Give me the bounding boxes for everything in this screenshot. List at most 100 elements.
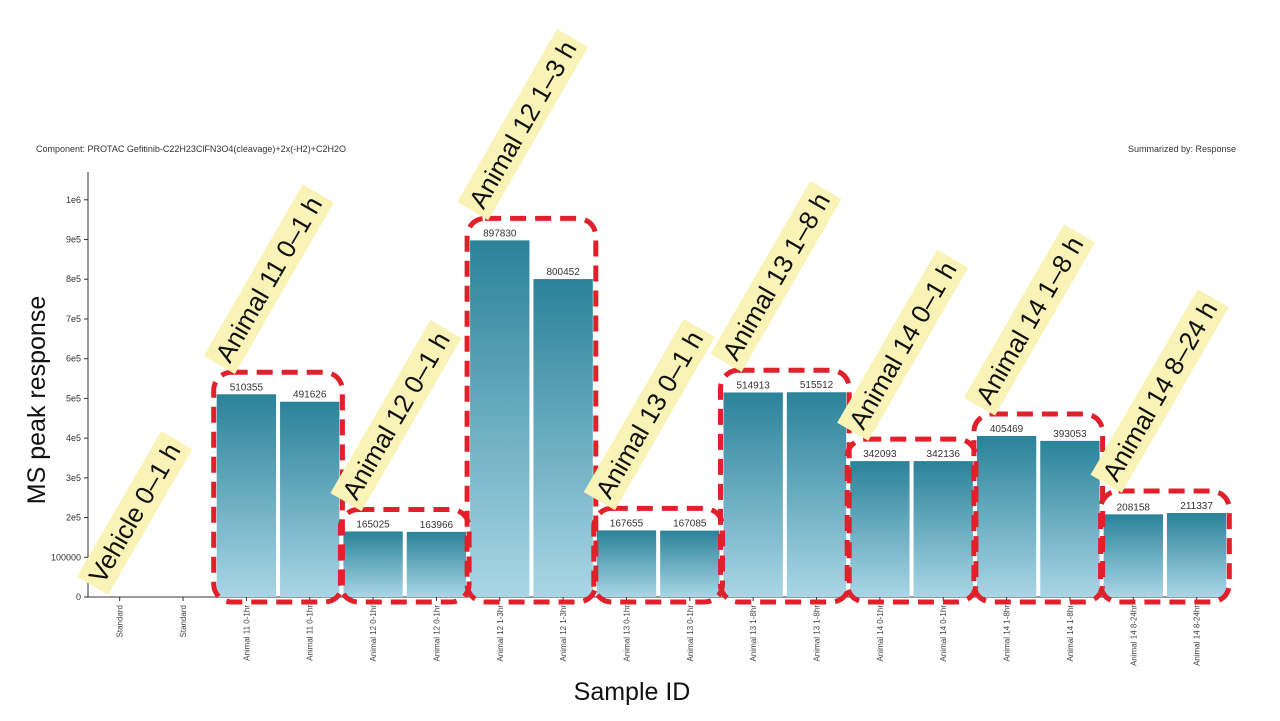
bar-value-label: 167085 (673, 519, 707, 530)
callout-label: Animal 11 0–1 h (209, 191, 328, 367)
bar-value-label: 800452 (546, 267, 580, 278)
x-tick-label: Animal 13 1-8hr (813, 605, 822, 662)
x-tick-label: Animal 14 1-8hr (1066, 605, 1075, 662)
summarized-by-header: Summarized by: Response (1128, 144, 1236, 154)
bar-value-label: 208158 (1117, 502, 1151, 513)
bar[interactable] (850, 461, 910, 597)
bar[interactable] (786, 392, 847, 597)
x-tick-label: Animal 14 1-8hr (1003, 605, 1012, 662)
callout-background (203, 184, 334, 374)
x-tick-label: Animal 14 0-1hr (939, 605, 948, 662)
bar[interactable] (343, 531, 403, 597)
callout-label: Animal 14 1–8 h (969, 231, 1089, 409)
callout-label: Animal 12 0–1 h (336, 327, 456, 505)
x-tick-label: Animal 12 0-1hr (369, 605, 378, 662)
bar-value-label: 393053 (1053, 429, 1087, 440)
bar[interactable] (470, 240, 530, 597)
y-tick-label: 6e5 (66, 354, 81, 364)
bar-value-label: 515512 (800, 380, 834, 391)
y-tick-label: 100000 (51, 552, 81, 562)
callout-background (457, 28, 589, 221)
bar[interactable] (216, 394, 277, 597)
x-tick-label: Animal 13 0-1hr (686, 605, 695, 662)
group-callout: Animal 11 0–1 h (203, 184, 334, 374)
component-header: Component: PROTAC Gefitinib-C22H23ClFN3O… (36, 144, 346, 154)
callout-background (1090, 289, 1229, 493)
callout-background (710, 180, 842, 372)
bar[interactable] (976, 435, 1037, 597)
x-tick-label: Animal 11 0-1hr (306, 605, 315, 661)
x-tick-label: Standard (179, 605, 188, 637)
callout-background (963, 224, 1095, 416)
x-tick-label: Animal 13 0-1hr (622, 605, 631, 662)
callout-background (76, 431, 193, 595)
x-tick-label: Animal 14 8-24hr (1129, 605, 1138, 666)
x-tick-label: Animal 12 0-1hr (432, 605, 441, 662)
x-tick-label: Animal 14 8-24hr (1193, 605, 1202, 666)
x-tick-label: Animal 13 1-8hr (749, 605, 758, 662)
group-callout: Animal 13 0–1 h (583, 318, 715, 511)
bar[interactable] (533, 279, 593, 597)
callout-label: Animal 14 8–24 h (1096, 296, 1223, 486)
y-tick-label: 3e5 (66, 473, 81, 483)
y-axis-title: MS peak response (23, 296, 51, 504)
callout-label: Animal 13 0–1 h (589, 326, 709, 504)
bar[interactable] (406, 531, 467, 597)
bar-value-label: 510355 (230, 382, 264, 393)
bar[interactable] (280, 401, 340, 597)
group-callout: Animal 12 0–1 h (330, 320, 462, 512)
callout-label: Animal 12 1–3 h (463, 36, 583, 214)
group-outline (337, 506, 472, 605)
bar[interactable] (660, 530, 720, 597)
y-tick-label: 0 (76, 592, 81, 602)
bar-value-label: 897830 (483, 228, 517, 239)
y-tick-label: 5e5 (66, 393, 81, 403)
plot-area: 0 100000 2e5 3e5 4e5 5e5 6e5 7e5 8e5 9e5 1e6 Standa… (51, 172, 1227, 666)
bar-value-label: 167655 (610, 518, 644, 529)
x-tick-label: Animal 11 0-1hr (242, 605, 251, 661)
y-tick-label: 2e5 (66, 513, 81, 523)
x-tick-label: Animal 12 1-3hr (559, 605, 568, 662)
bar-value-label: 163966 (420, 520, 454, 531)
group-callout: Animal 13 1–8 h (710, 180, 842, 372)
callout-label: Animal 13 1–8 h (716, 188, 836, 366)
callout-background (837, 249, 969, 441)
y-tick-label: 8e5 (66, 274, 81, 284)
callout-label: Animal 14 0–1 h (843, 256, 963, 434)
group-outline (718, 367, 852, 605)
bar-value-label: 211337 (1180, 501, 1213, 512)
x-axis-title: Sample ID (574, 678, 691, 706)
bar[interactable] (723, 392, 783, 597)
bar[interactable] (913, 461, 973, 597)
x-tick-label: Animal 14 0-1hr (876, 605, 885, 662)
group-outlines (211, 215, 1232, 605)
bar-value-label: 342093 (863, 449, 897, 460)
bar-value-label: 514913 (736, 380, 770, 391)
callout-background (330, 320, 462, 512)
bar[interactable] (1103, 514, 1163, 597)
bar-value-label: 491626 (293, 390, 327, 401)
bar-value-label: 342136 (927, 449, 961, 460)
bar[interactable] (1040, 440, 1100, 597)
group-callout: Animal 14 8–24 h (1090, 289, 1229, 493)
group-outline (1098, 488, 1232, 605)
group-callout: Vehicle 0–1 h (76, 431, 193, 595)
group-outline (211, 369, 345, 605)
bar[interactable] (596, 530, 657, 597)
bar[interactable] (1166, 513, 1227, 597)
callout-background (583, 318, 715, 511)
x-tick-label: Animal 12 1-3hr (496, 605, 505, 662)
y-tick-label: 9e5 (66, 235, 81, 245)
group-callout: Animal 14 0–1 h (837, 249, 969, 441)
bar-value-label: 165025 (356, 519, 390, 530)
group-callout: Animal 12 1–3 h (457, 28, 589, 221)
y-tick-label: 7e5 (66, 314, 81, 324)
y-tick-label: 1e6 (66, 195, 81, 205)
bar-value-label: 405469 (990, 424, 1024, 435)
y-tick-label: 4e5 (66, 433, 81, 443)
callout-label: Vehicle 0–1 h (83, 438, 187, 588)
x-tick-label: Standard (116, 605, 125, 637)
group-outline (591, 505, 725, 605)
group-callout: Animal 14 1–8 h (963, 224, 1095, 416)
